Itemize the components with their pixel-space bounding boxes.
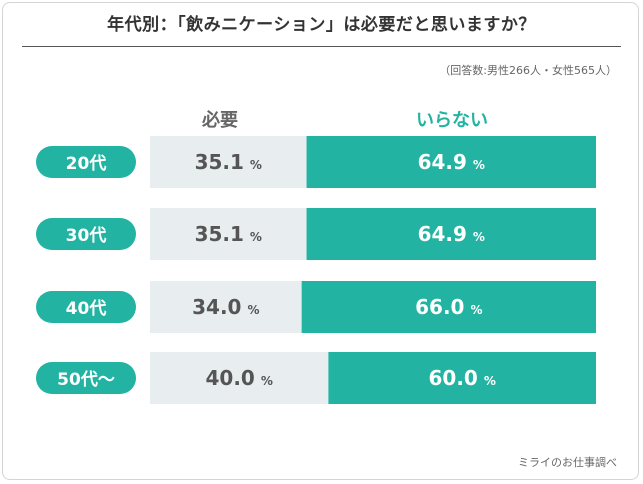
bar-not-needed — [306, 136, 596, 188]
age-pill — [36, 362, 136, 394]
bar-not-needed — [328, 352, 596, 404]
respondent-note: （回答数:男性266人・女性565人） — [439, 64, 617, 77]
age-pill — [36, 291, 136, 323]
value-label-need: 40.0% — [206, 366, 273, 390]
bar-need — [150, 208, 307, 260]
value-label-not-needed: 64.9% — [418, 222, 485, 246]
chart-title: 年代別：「飲みニケーション」は必要だと思いますか？ — [107, 15, 536, 35]
value-label-not-needed: 60.0% — [429, 366, 496, 390]
bar-need — [150, 352, 329, 404]
value-label-not-needed: 66.0% — [415, 295, 482, 319]
value-label-need: 35.1% — [195, 150, 262, 174]
age-label: 30代 — [66, 225, 107, 246]
age-label: 50代〜 — [57, 369, 115, 390]
value-label-need: 35.1% — [195, 222, 262, 246]
legend-need: 必要 — [202, 110, 238, 131]
age-pill — [36, 146, 136, 178]
legend-not-needed: いらない — [416, 110, 488, 131]
value-label-need: 34.0% — [192, 295, 259, 319]
source-credit: ミライのお仕事調べ — [518, 456, 617, 469]
bar-not-needed — [306, 208, 596, 260]
value-label-not-needed: 64.9% — [418, 150, 485, 174]
title-divider — [22, 46, 621, 47]
age-pill — [36, 218, 136, 250]
age-label: 40代 — [66, 298, 107, 319]
bar-need — [150, 281, 302, 333]
bar-need — [150, 136, 307, 188]
age-label: 20代 — [66, 153, 107, 174]
bar-not-needed — [301, 281, 596, 333]
